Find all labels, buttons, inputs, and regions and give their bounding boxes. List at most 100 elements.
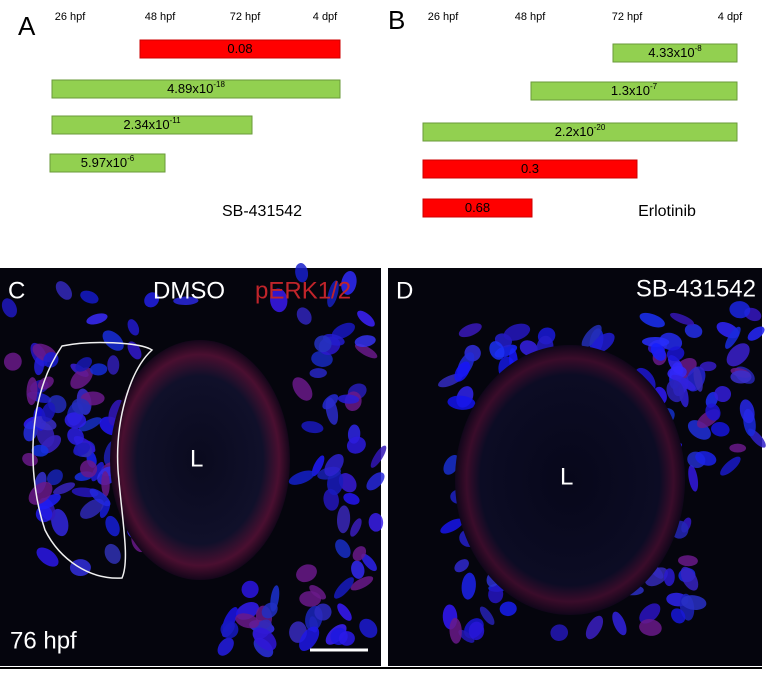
nucleus	[725, 326, 741, 349]
nucleus	[699, 361, 717, 372]
nucleus	[641, 336, 670, 347]
nucleus	[335, 539, 351, 559]
p-value: 4.89x10-18	[167, 80, 225, 96]
nucleus	[107, 355, 120, 375]
nucleus	[309, 368, 327, 379]
p-value: 2.2x10-20	[555, 123, 606, 139]
nucleus	[314, 603, 332, 621]
nucleus	[458, 629, 475, 643]
nucleus	[288, 470, 315, 485]
nucleus	[671, 374, 696, 391]
p-value: 1.3x10-7	[611, 82, 658, 98]
treatment-bar	[51, 115, 253, 135]
nucleus	[311, 455, 325, 477]
nucleus	[341, 270, 357, 295]
treatment-bar	[422, 159, 638, 179]
nucleus	[350, 576, 374, 591]
nucleus	[639, 603, 661, 624]
nucleus	[680, 566, 699, 591]
nucleus	[89, 488, 111, 507]
nucleus	[78, 417, 102, 432]
nucleus	[730, 370, 752, 384]
nucleus	[503, 323, 531, 341]
nucleus	[3, 352, 22, 371]
nucleus	[67, 427, 84, 445]
nucleus	[720, 456, 741, 476]
p-value: 0.08	[227, 41, 252, 56]
nucleus	[241, 580, 259, 599]
p-value-base: 2.34x10	[123, 117, 169, 132]
p-value-base: 4.33x10	[648, 45, 694, 60]
nucleus	[650, 343, 666, 361]
nucleus	[351, 560, 365, 579]
nucleus	[325, 397, 339, 425]
lens	[110, 340, 290, 580]
nucleus	[75, 357, 92, 372]
panel-label: D	[396, 277, 413, 304]
nucleus	[53, 482, 76, 495]
time-tick: 48 hpf	[145, 11, 177, 23]
nucleus	[714, 386, 732, 403]
nucleus	[499, 601, 517, 617]
nucleus	[73, 442, 91, 456]
nucleus	[70, 367, 93, 389]
nucleus	[337, 505, 351, 534]
nucleus	[711, 421, 730, 437]
nucleus	[350, 518, 362, 537]
nucleus	[55, 281, 73, 300]
nucleus	[217, 637, 234, 656]
nucleus	[581, 324, 602, 348]
nucleus	[370, 445, 387, 468]
nucleus	[37, 493, 61, 510]
nucleus	[346, 436, 366, 454]
stain-label: DMSO	[153, 277, 225, 304]
nucleus	[729, 443, 747, 453]
nucleus	[295, 263, 309, 283]
nucleus	[705, 403, 721, 421]
nucleus	[71, 398, 91, 415]
nucleus	[80, 290, 99, 304]
nucleus	[43, 352, 59, 368]
nucleus	[102, 330, 124, 351]
nucleus	[681, 595, 707, 610]
nucleus	[80, 460, 98, 478]
nucleus	[361, 553, 377, 572]
nucleus	[354, 335, 376, 348]
nucleus	[454, 559, 469, 573]
stage-label: 76 hpf	[10, 627, 77, 654]
p-value: 2.34x10-11	[123, 116, 181, 132]
nucleus	[468, 621, 485, 641]
nucleus	[261, 602, 278, 619]
nucleus	[684, 323, 703, 338]
lens-label: L	[560, 463, 573, 490]
nucleus	[338, 631, 355, 646]
nucleus	[359, 618, 378, 638]
time-tick: 72 hpf	[230, 11, 262, 23]
panel-d: D SB-431542 L	[388, 268, 766, 666]
p-value-base: 1.3x10	[611, 83, 650, 98]
nucleus	[585, 615, 604, 640]
nucleus	[488, 585, 504, 604]
treatment-bar	[49, 153, 166, 173]
treatment-bar	[422, 122, 738, 142]
nucleus	[726, 343, 750, 367]
nucleus	[688, 465, 699, 492]
nucleus	[357, 310, 375, 327]
treatment-label: SB-431542	[636, 275, 756, 302]
p-value-exponent: -11	[170, 116, 182, 125]
nucleus	[366, 472, 385, 491]
nucleus	[666, 346, 685, 362]
nucleus	[51, 508, 69, 537]
nucleus	[454, 361, 471, 382]
treatment-bar	[422, 198, 533, 218]
nucleus	[337, 603, 352, 621]
nucleus	[343, 492, 360, 505]
time-tick: 26 hpf	[428, 11, 460, 23]
nucleus	[670, 312, 695, 326]
lens-label: L	[190, 445, 203, 472]
nucleus	[41, 402, 56, 422]
panel-label: C	[8, 277, 25, 304]
nucleus	[612, 611, 627, 636]
nucleus	[296, 307, 312, 325]
